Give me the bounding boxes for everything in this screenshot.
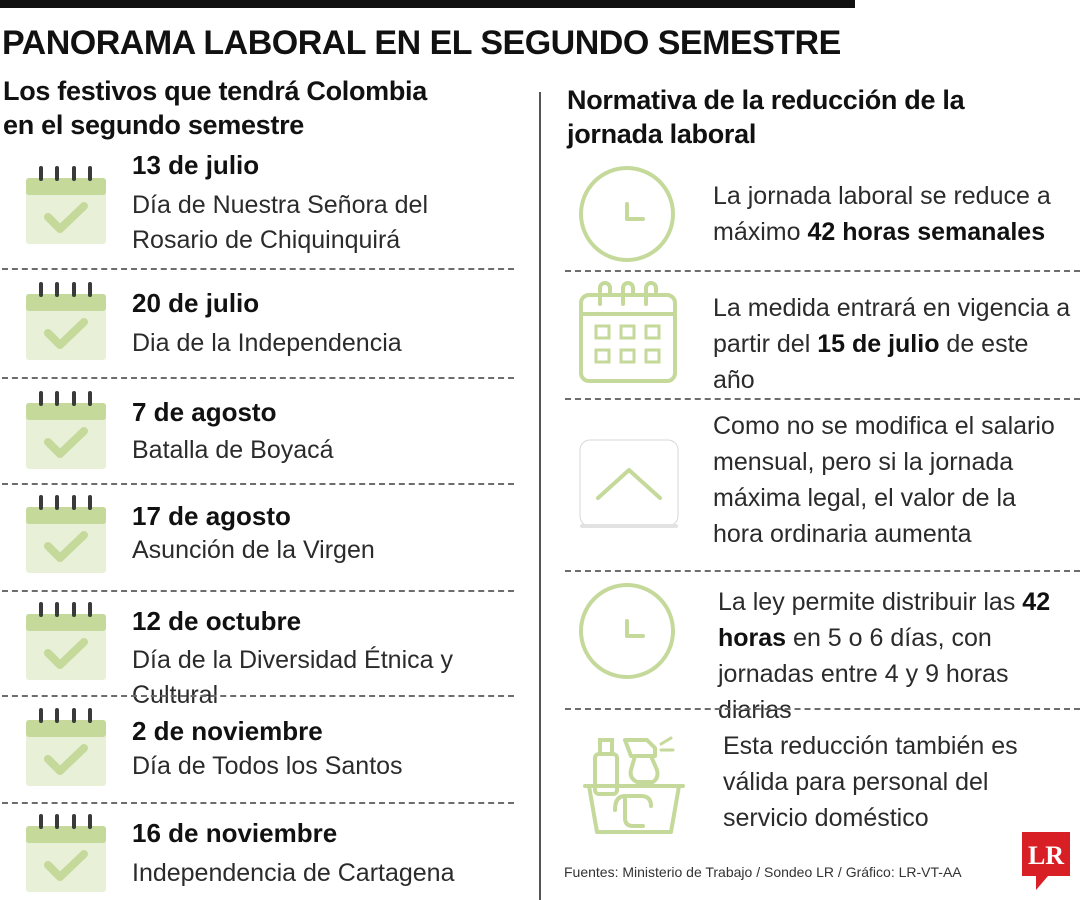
calendar-check-icon <box>25 493 107 575</box>
divider <box>2 802 514 804</box>
divider <box>2 483 514 485</box>
clock-icon <box>577 581 677 681</box>
divider <box>565 708 1080 710</box>
holiday-name: Dia de la Independencia <box>132 329 402 357</box>
chevron-up-icon <box>579 439 679 528</box>
divider <box>565 270 1080 272</box>
lr-logo-text: LR <box>1028 841 1064 870</box>
holiday-name: Asunción de la Virgen <box>132 536 375 564</box>
divider <box>2 695 514 697</box>
holiday-date: 13 de julio <box>132 150 260 180</box>
holiday-date: 16 de noviembre <box>132 818 338 848</box>
rule-text: Esta reducción también es válida para pe… <box>723 732 1018 832</box>
holidays-heading: Los festivos que tendrá Colombia en el s… <box>3 76 427 140</box>
holiday-name: Independencia de Cartagena <box>132 859 455 887</box>
regulation-heading: Normativa de la reducción de la jornada … <box>567 85 965 149</box>
holiday-date: 20 de julio <box>132 288 260 318</box>
sources-note: Fuentes: Ministerio de Trabajo / Sondeo … <box>564 864 962 880</box>
top-bar <box>0 0 855 8</box>
calendar-check-icon <box>25 812 107 894</box>
holiday-date: 2 de noviembre <box>132 716 323 746</box>
calendar-icon <box>579 281 677 383</box>
calendar-check-icon <box>25 600 107 682</box>
divider <box>2 377 514 379</box>
calendar-check-icon <box>25 706 107 788</box>
holiday-name: Día de Nuestra Señora del Rosario de Chi… <box>132 191 429 254</box>
page-title: PANORAMA LABORAL EN EL SEGUNDO SEMESTRE <box>2 24 841 62</box>
holiday-date: 7 de agosto <box>132 397 277 427</box>
holiday-name: Batalla de Boyacá <box>132 436 334 464</box>
rule-text: La jornada laboral se reduce a máximo 42… <box>713 182 1051 246</box>
holiday-date: 17 de agosto <box>132 501 291 531</box>
divider <box>2 268 514 270</box>
holiday-name: Día de la Diversidad Étnica y Cultural <box>132 646 453 709</box>
divider <box>565 398 1080 400</box>
rule-text: La medida entrará en vigencia a partir d… <box>713 294 1071 394</box>
holiday-name: Día de Todos los Santos <box>132 752 403 780</box>
clock-icon <box>577 164 677 264</box>
calendar-check-icon <box>25 389 107 471</box>
lr-logo: LR <box>1022 832 1070 890</box>
holiday-date: 12 de octubre <box>132 606 302 636</box>
rule-text: La ley permite distribuir las 42 horas e… <box>718 588 1051 724</box>
cleaning-basket-icon <box>583 736 685 834</box>
calendar-check-icon <box>25 280 107 362</box>
divider <box>565 570 1080 572</box>
calendar-check-icon <box>25 164 107 246</box>
divider <box>2 590 514 592</box>
rule-text: Como no se modifica el salario mensual, … <box>713 412 1055 548</box>
column-divider <box>539 92 541 900</box>
